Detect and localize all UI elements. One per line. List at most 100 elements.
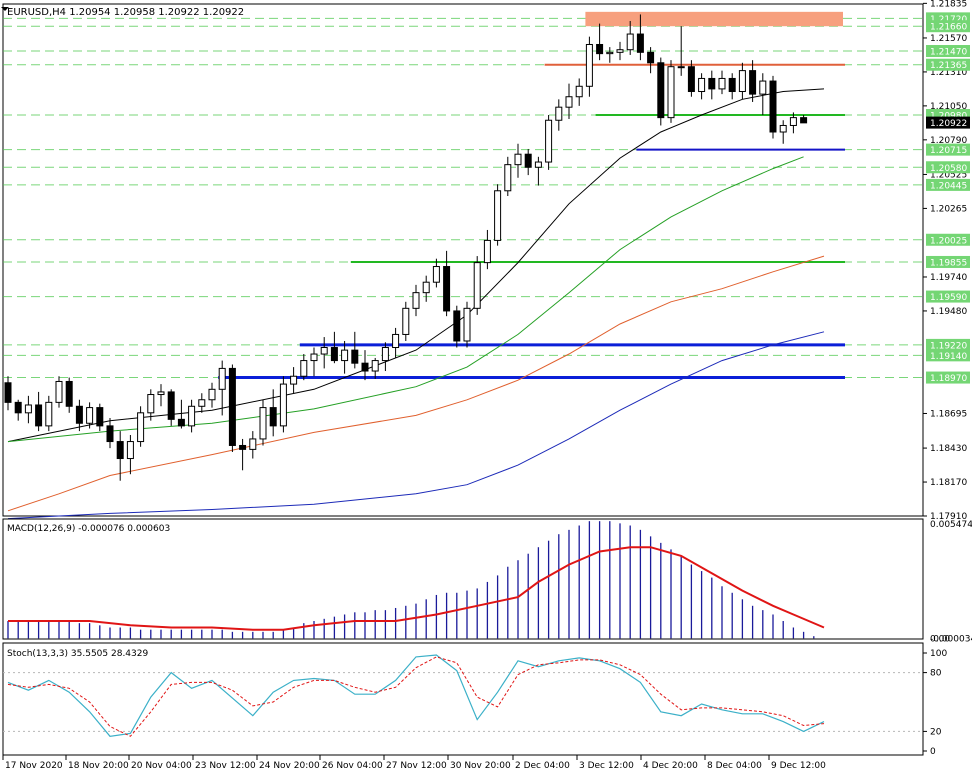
macd-tick-label-extra: -0.000034	[930, 634, 972, 644]
level-label: 1.19220	[930, 341, 967, 351]
stochastic-tick-label: 0	[930, 747, 936, 757]
level-label: 1.19140	[930, 352, 967, 362]
candle-body	[616, 49, 624, 53]
macd-axis: 0.005474 0.00-0.000034	[930, 520, 972, 644]
candle-body	[483, 239, 491, 264]
level-label-box	[926, 338, 970, 351]
macd-tick-label: 0.00	[930, 634, 950, 644]
macd-pane[interactable]: MACD(12,26,9) -0.000076 0.000603	[2, 518, 924, 640]
candle-body	[453, 310, 461, 342]
candle-body	[657, 62, 665, 119]
level-label-box	[926, 161, 970, 174]
price-axis: 1.21835 1.21570 1.21310 1.21050 1.20790 1.205…	[923, 0, 970, 522]
candle-body	[524, 153, 532, 168]
candle-body	[137, 412, 145, 443]
candle-body	[463, 307, 471, 342]
candle-body	[126, 441, 134, 460]
candle-body	[188, 405, 196, 427]
price-tick-label: 1.20790	[930, 136, 967, 146]
candle-body	[473, 262, 481, 309]
level-label: 1.19855	[930, 258, 967, 268]
dropdown-arrow-icon[interactable]	[1, 7, 9, 11]
candle-body	[116, 441, 124, 460]
moving-average-line	[7, 255, 825, 512]
price-tick-label: 1.18430	[930, 444, 967, 454]
time-tick-label: 18 Nov 20:00	[68, 761, 129, 771]
level-label-box	[926, 20, 970, 33]
level-label-box	[926, 45, 970, 58]
level-label: 1.18970	[930, 374, 967, 384]
macd-histogram	[7, 521, 815, 639]
level-label: 1.21365	[930, 61, 967, 71]
candle-body	[351, 349, 359, 364]
level-label: 1.21720	[930, 15, 967, 25]
candle-body	[596, 43, 604, 55]
price-tick-label: 1.19740	[930, 273, 967, 283]
level-label: 1.20715	[930, 146, 967, 156]
candle-body	[279, 383, 287, 427]
candle-body	[218, 367, 226, 390]
level-label-box	[926, 290, 970, 303]
candle-body	[432, 266, 440, 283]
candle-body	[259, 407, 267, 440]
candle-body	[208, 388, 216, 401]
candle-body	[545, 119, 553, 163]
candle-body	[402, 307, 410, 335]
candle-body	[667, 66, 675, 119]
stochastic-main-line	[7, 654, 825, 737]
time-tick-label: 17 Nov 2020	[5, 761, 63, 771]
price-tick-label: 1.17910	[930, 512, 967, 522]
level-label: 1.20445	[930, 181, 967, 191]
candle-body	[779, 124, 787, 133]
candle-body	[728, 77, 736, 93]
candle-body	[575, 85, 583, 98]
candle-body	[310, 353, 318, 362]
price-pane[interactable]: EURUSD,H4 1.20954 1.20958 1.20922 1.2092…	[1, 3, 924, 520]
time-tick-label: 4 Dec 20:00	[643, 761, 698, 771]
time-tick-label: 3 Dec 12:00	[579, 761, 634, 771]
candle-body	[749, 70, 757, 95]
price-tick-label: 1.19480	[930, 307, 967, 317]
candle-body	[504, 164, 512, 192]
candle-body	[239, 444, 247, 450]
price-tick-label: 1.20525	[930, 170, 967, 180]
candle-body	[55, 380, 63, 403]
level-label-box	[926, 143, 970, 156]
candle-body	[555, 106, 563, 121]
level-label: 1.20025	[930, 236, 967, 246]
time-tick-label: 9 Dec 12:00	[771, 761, 826, 771]
candle-body	[4, 382, 12, 403]
candle-body	[698, 77, 706, 93]
macd-signal-line	[8, 546, 825, 631]
level-label: 1.20580	[930, 164, 967, 174]
candle-body	[494, 190, 502, 241]
level-label-box	[926, 349, 970, 362]
stochastic-label: Stoch(13,3,3) 35.5505 28.4329	[7, 649, 148, 659]
stochastic-tick-label: 80	[930, 669, 942, 679]
time-tick-label: 20 Nov 04:00	[131, 761, 192, 771]
candle-body	[647, 51, 655, 64]
level-label-box	[926, 58, 970, 71]
candle-body	[198, 399, 206, 407]
symbol-header: EURUSD,H4 1.20954 1.20958 1.20922 1.2092…	[7, 7, 244, 18]
time-axis: 17 Nov 2020 18 Nov 20:00 20 Nov 04:00 23 No…	[2, 755, 826, 771]
candle-body	[789, 117, 797, 126]
candle-body	[677, 66, 685, 69]
resistance-zone	[585, 11, 843, 27]
candle-body	[759, 80, 767, 95]
candle-body	[514, 153, 522, 166]
moving-average-line	[7, 156, 804, 443]
candle-body	[86, 407, 94, 424]
candle-body	[330, 347, 338, 362]
time-tick-label: 30 Nov 20:00	[450, 761, 511, 771]
candle-body	[361, 362, 369, 372]
price-tick-label: 1.18170	[930, 478, 967, 488]
candle-body	[585, 43, 593, 87]
level-label: 1.19590	[930, 293, 967, 303]
stochastic-axis: 100 80 20 0	[923, 649, 947, 757]
candle-body	[708, 77, 716, 90]
candle-body	[157, 391, 165, 396]
candle-body	[626, 33, 634, 51]
level-label: 1.21470	[930, 48, 967, 58]
stochastic-pane[interactable]: Stoch(13,3,3) 35.5505 28.4329	[2, 642, 924, 756]
